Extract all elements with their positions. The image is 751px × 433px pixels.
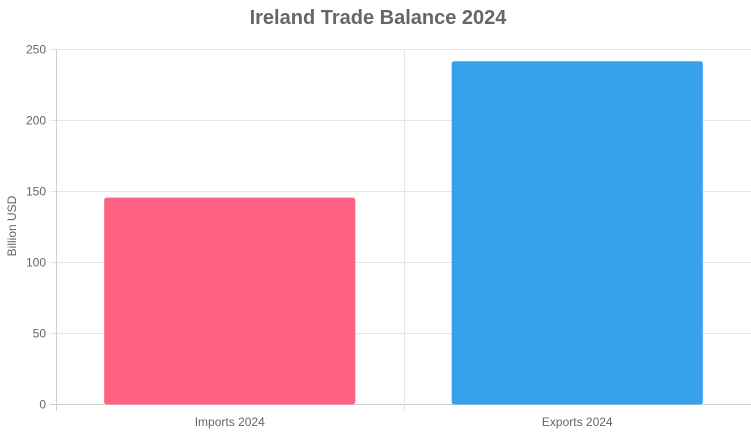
y-axis-label: Billion USD (5, 195, 19, 256)
y-tick-label: 50 (33, 327, 47, 341)
ticks-layer: 0 50 100 150 200 250 Imports 2024 Exports 2024 (26, 43, 613, 430)
y-tick-label: 250 (26, 43, 46, 57)
y-tick-label: 200 (26, 114, 46, 128)
y-tick-label: 150 (26, 185, 46, 199)
x-tick-label: Imports 2024 (195, 415, 265, 429)
x-tick-label: Exports 2024 (542, 415, 613, 429)
chart-title: Ireland Trade Balance 2024 (250, 7, 508, 29)
bars-layer (104, 61, 703, 405)
y-tick-label: 0 (39, 398, 46, 412)
bar-exports-2024 (451, 61, 703, 405)
y-tick-label: 100 (26, 256, 46, 270)
bar-imports-2024 (104, 197, 356, 405)
